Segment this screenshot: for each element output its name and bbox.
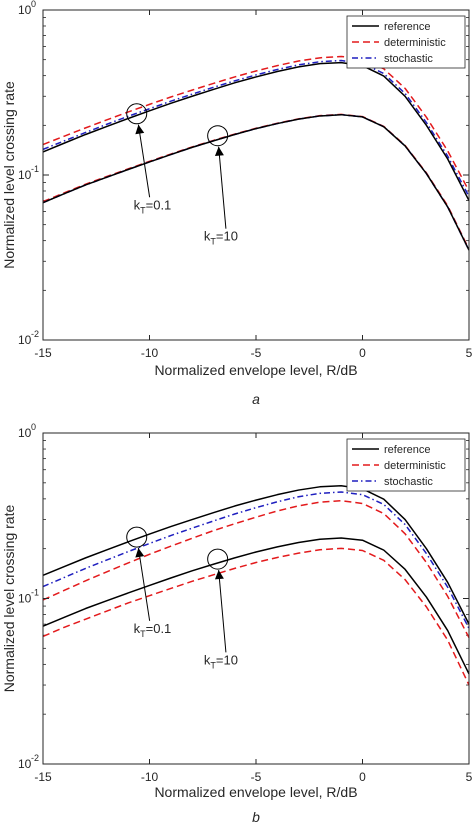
y-tick-label-base: 10 <box>18 592 32 606</box>
y-tick-label-base: 10 <box>18 168 32 182</box>
y-tick-label: 10 -1 <box>18 588 39 606</box>
x-tick-label: -15 <box>34 770 52 784</box>
annotation-arrow-line <box>218 146 227 229</box>
y-tick-label-exponent: 0 <box>31 422 36 432</box>
legend-label: reference <box>384 444 430 456</box>
legend-item-deterministic: deterministic <box>352 37 446 49</box>
series-line-deterministic-group-1 <box>42 55 470 192</box>
legend-item-reference: reference <box>352 444 430 456</box>
legend-label: stochastic <box>384 53 433 65</box>
x-tick-label: -10 <box>141 346 159 360</box>
y-tick-label-exponent: 0 <box>31 0 36 9</box>
series-lines <box>42 55 470 251</box>
annotations: kT=0.1 kT=10 <box>126 526 238 670</box>
x-tick-label: -5 <box>251 346 262 360</box>
legend-label: stochastic <box>384 476 433 488</box>
legend-label: reference <box>384 21 430 33</box>
y-tick-label-exponent: -1 <box>31 588 39 598</box>
x-tick-label: -5 <box>251 770 262 784</box>
y-tick-label-base: 10 <box>18 3 32 17</box>
x-tick-label: -15 <box>34 346 52 360</box>
annotation-circle <box>207 548 229 570</box>
y-tick-label-base: 10 <box>18 426 32 440</box>
x-axis: -15 -10 -5 0 5 <box>34 433 473 784</box>
legend-item-reference: reference <box>352 21 430 33</box>
annotation-circle <box>126 103 148 125</box>
y-tick-label: 10 0 <box>18 0 36 17</box>
annotations: kT=0.1 kT=10 <box>126 103 238 247</box>
series-line-reference-group-2 <box>42 537 470 675</box>
x-tick-label: -10 <box>141 770 159 784</box>
panel-label: a <box>252 391 260 407</box>
y-tick-label-exponent: -1 <box>31 164 39 174</box>
annotation-arrow-line <box>218 570 227 653</box>
series-lines <box>42 485 470 686</box>
x-tick-label: 0 <box>359 346 366 360</box>
legend-item-stochastic: stochastic <box>352 476 433 488</box>
panel-label: b <box>252 809 260 825</box>
annotation-label: kT=10 <box>204 652 238 670</box>
series-line-deterministic-group-2 <box>42 547 470 686</box>
legend-item-deterministic: deterministic <box>352 460 446 472</box>
annotation-arrowhead <box>135 124 145 135</box>
series-line-deterministic-group-1 <box>42 499 470 638</box>
series-line-stochastic-group-1 <box>42 491 470 629</box>
series-line-reference-group-2 <box>42 113 470 251</box>
y-tick-label: 10 -2 <box>18 329 39 347</box>
legend-label: deterministic <box>384 460 446 472</box>
y-axis-label: Normalized level crossing rate <box>1 81 17 269</box>
x-axis-label: Normalized envelope level, R/dB <box>154 362 357 378</box>
legend-label: deterministic <box>384 37 446 49</box>
x-tick-label: 5 <box>466 770 473 784</box>
y-tick-label: 10 -1 <box>18 164 39 182</box>
y-tick-label-exponent: -2 <box>31 753 39 763</box>
x-tick-label: 0 <box>359 770 366 784</box>
annotation-label: kT=0.1 <box>134 621 172 639</box>
x-axis: -15 -10 -5 0 5 <box>34 10 473 360</box>
annotation-arrowhead <box>214 146 224 157</box>
annotation-arrow-line <box>137 124 151 198</box>
annotation-label: kT=0.1 <box>134 197 172 215</box>
annotation-circle <box>207 125 229 147</box>
series-line-reference-group-1 <box>42 61 470 201</box>
annotation-arrow-line <box>137 547 151 621</box>
y-tick-label: 10 0 <box>18 422 36 440</box>
series-line-reference-group-1 <box>42 485 470 625</box>
annotation-circle <box>126 526 148 548</box>
y-axis-label: Normalized level crossing rate <box>1 505 17 693</box>
y-tick-label-base: 10 <box>18 333 32 347</box>
x-axis-label: Normalized envelope level, R/dB <box>154 784 357 800</box>
legend: reference deterministic stochastic <box>346 438 466 492</box>
legend-item-stochastic: stochastic <box>352 53 433 65</box>
y-tick-label-base: 10 <box>18 757 32 771</box>
annotation-arrowhead <box>214 570 224 580</box>
legend: reference deterministic stochastic <box>346 15 466 69</box>
series-line-stochastic-group-1 <box>42 59 470 197</box>
y-tick-label-exponent: -2 <box>31 329 39 339</box>
annotation-label: kT=10 <box>204 229 238 247</box>
y-tick-label: 10 -2 <box>18 753 39 771</box>
x-tick-label: 5 <box>466 346 473 360</box>
annotation-arrowhead <box>135 547 145 558</box>
